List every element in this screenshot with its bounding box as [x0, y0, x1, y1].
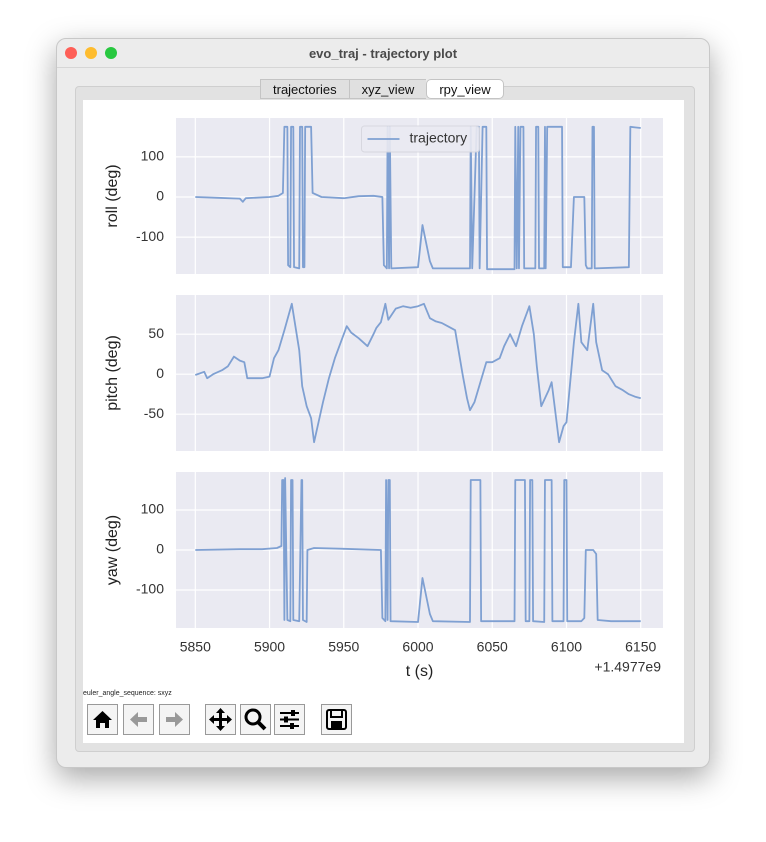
y-tick-label: 0: [156, 365, 164, 381]
minimize-button[interactable]: [85, 47, 97, 59]
offset-text: +1.4977e9: [594, 659, 661, 675]
window: evo_traj - trajectory plot trajectories …: [56, 38, 710, 768]
plot-background: [176, 295, 663, 451]
y-tick-label: -100: [136, 581, 164, 597]
y-tick-label: 0: [156, 541, 164, 557]
configure-button[interactable]: [274, 704, 305, 735]
y-axis-label: roll (deg): [104, 164, 121, 227]
x-tick-label: 5900: [254, 639, 285, 655]
x-tick-label: 5850: [180, 639, 211, 655]
y-tick-label: -50: [144, 405, 164, 421]
x-axis-label: t (s): [406, 663, 434, 680]
y-axis-label: yaw (deg): [104, 515, 121, 585]
status-text: euler_angle_sequence: sxyz: [83, 690, 172, 697]
figure: -100 0 100 roll (deg) trajectory -50 0 50 pitch …: [104, 118, 663, 680]
legend-box: [361, 125, 480, 153]
y-tick-label: 50: [148, 325, 164, 341]
tab[interactable]: trajectories: [260, 79, 349, 99]
y-tick-label: 100: [141, 148, 165, 164]
back-button[interactable]: [123, 704, 154, 735]
y-axis-label: pitch (deg): [104, 335, 121, 411]
window-title: evo_traj - trajectory plot: [308, 46, 458, 61]
legend-label: trajectory: [410, 130, 468, 146]
save-button[interactable]: [321, 704, 352, 735]
x-tick-label: 6100: [551, 639, 582, 655]
tab[interactable]: rpy_view: [426, 79, 504, 99]
tab-bar: trajectories xyz_view rpy_view: [260, 79, 504, 99]
x-tick-label: 6150: [625, 639, 656, 655]
data-line: [195, 125, 641, 271]
zoom-tool-button[interactable]: [240, 704, 271, 735]
y-tick-label: -100: [136, 228, 164, 244]
close-button[interactable]: [65, 47, 77, 59]
y-tick-label: 100: [141, 501, 165, 517]
x-tick-label: 6050: [477, 639, 508, 655]
x-tick-label: 6000: [402, 639, 433, 655]
pan-button[interactable]: [205, 704, 236, 735]
data-line: [195, 477, 641, 623]
tab[interactable]: xyz_view: [348, 79, 427, 99]
home-button[interactable]: [87, 704, 118, 735]
zoom-button[interactable]: [105, 47, 117, 59]
title-bar: evo_traj - trajectory plot: [57, 39, 709, 68]
x-tick-label: 5950: [328, 639, 359, 655]
figure-canvas: -100 0 100 roll (deg) trajectory -50 0 50 pitch …: [83, 100, 684, 743]
data-line: [194, 302, 641, 444]
forward-button[interactable]: [159, 704, 190, 735]
y-tick-label: 0: [156, 188, 164, 204]
